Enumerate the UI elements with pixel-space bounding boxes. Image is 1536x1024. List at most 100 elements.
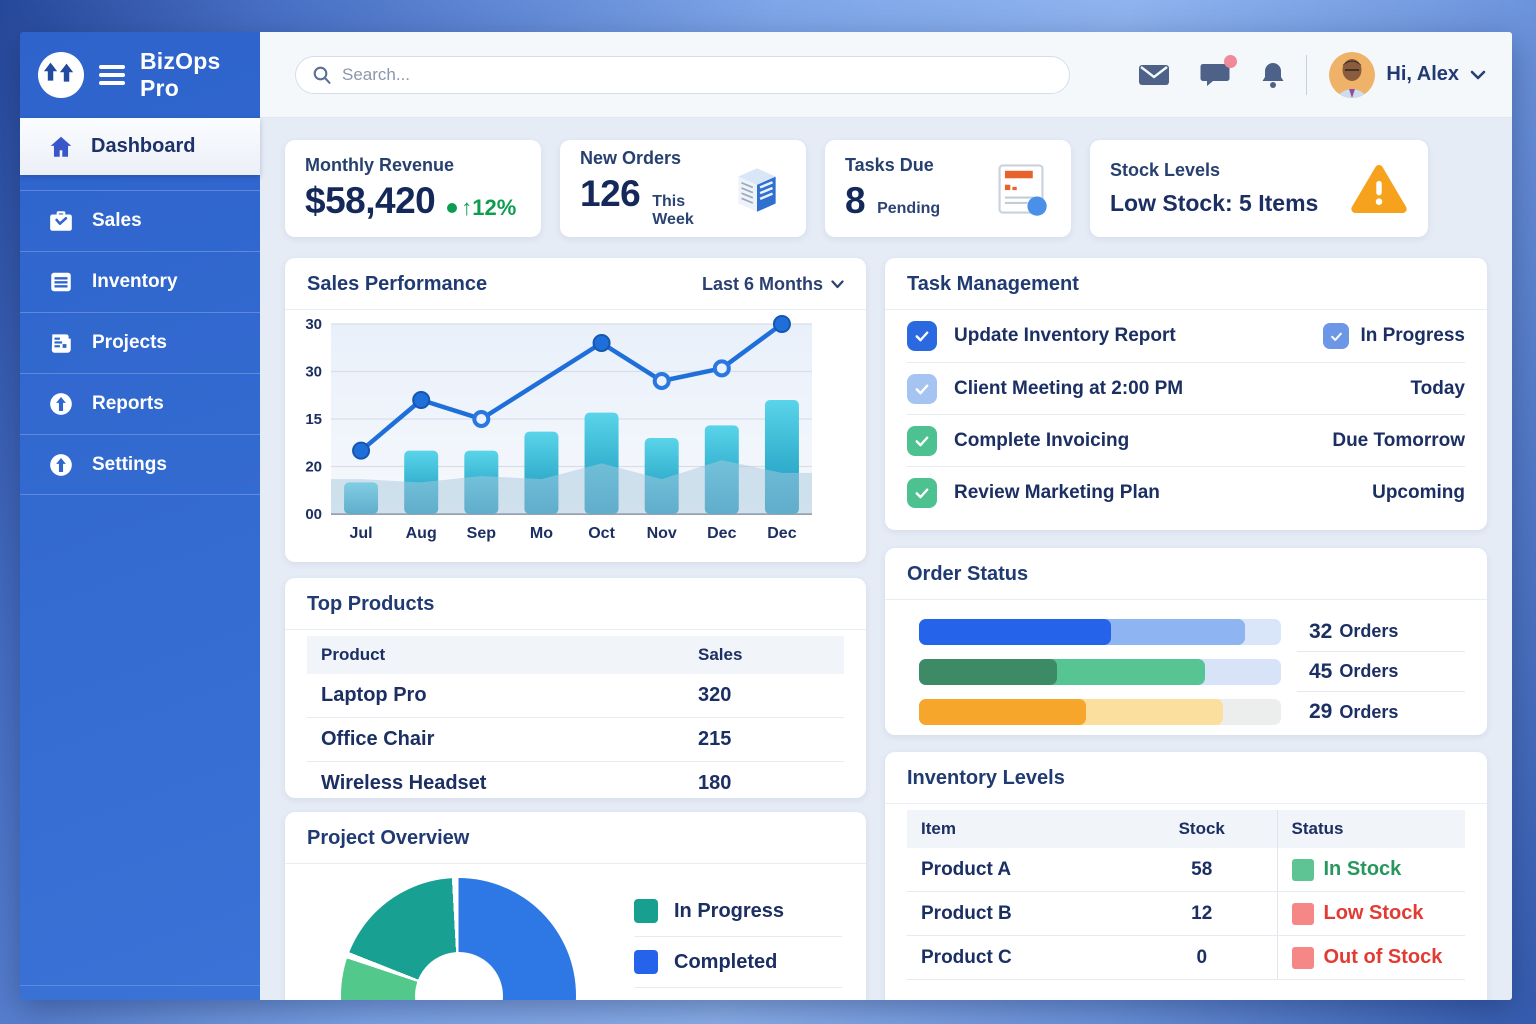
task-status-text: Due Tomorrow (1332, 429, 1465, 451)
inventory-item: Product A (907, 848, 1127, 892)
svg-text:Sep: Sep (467, 525, 497, 542)
bell-icon[interactable] (1260, 61, 1286, 89)
table-row: Product C 0 Out of Stock (907, 935, 1465, 980)
sidebar-header: BizOps Pro (20, 32, 260, 118)
legend-swatch-in-progress (634, 899, 658, 923)
table-row: Office Chair 215 (307, 717, 844, 762)
svg-text:Dec: Dec (707, 525, 736, 542)
inventory-item: Product B (907, 891, 1127, 936)
sidebar-item-inventory[interactable]: Inventory (20, 251, 260, 312)
legend-swatch-completed (634, 950, 658, 974)
kpi-delta: ↑12% (447, 195, 516, 221)
mail-icon[interactable] (1138, 63, 1170, 87)
sidebar-item-reports[interactable]: Reports (20, 373, 260, 434)
order-progress-bar (919, 699, 1281, 725)
briefcase-icon (50, 211, 72, 231)
sidebar-item-settings[interactable]: Settings (20, 434, 260, 495)
search-input[interactable] (342, 64, 1053, 85)
task-row: Review Marketing Plan Upcoming (907, 466, 1465, 518)
chevron-down-icon (1470, 70, 1486, 79)
task-checkbox[interactable] (907, 425, 937, 456)
top-products-table: Product Sales Laptop Pro 320 (307, 636, 844, 805)
app-window: BizOps Pro Dashboard Sales (20, 32, 1512, 1000)
clipboard-icon (51, 334, 71, 353)
sidebar-nav: Sales Inventory (20, 190, 260, 495)
column-header: Item (907, 810, 1127, 848)
check-icon (1331, 332, 1342, 341)
order-count: 29 (1309, 700, 1333, 723)
sidebar-item-label: Reports (92, 393, 164, 414)
order-bar-segment (919, 699, 1086, 725)
task-checkbox[interactable] (907, 321, 937, 351)
order-count: 45 (1309, 659, 1333, 683)
range-dropdown[interactable]: Last 6 Months (702, 274, 844, 295)
panel-title: Sales Performance (307, 273, 488, 295)
order-count-label: 32 Orders (1297, 612, 1465, 652)
svg-text:30: 30 (305, 364, 322, 381)
sidebar-item-sales[interactable]: Sales (20, 190, 260, 251)
kpi-stock-levels: Stock Levels Low Stock: 5 Items (1090, 140, 1428, 237)
sidebar-item-label: Dashboard (91, 135, 196, 157)
column-header: Status (1276, 810, 1465, 848)
main-area: Hi, Alex Monthly Revenue $58,420 (260, 32, 1512, 1000)
sidebar-item-projects[interactable]: Projects (20, 312, 260, 373)
orders-box-icon (738, 167, 776, 212)
panel-title: Project Overview (307, 827, 470, 849)
order-unit: Orders (1339, 661, 1399, 681)
task-row: Client Meeting at 2:00 PM Today (907, 362, 1465, 414)
svg-text:30: 30 (305, 316, 322, 333)
kpi-label: New Orders (580, 148, 682, 168)
topbar-icons (1138, 54, 1286, 89)
order-progress-bar (919, 659, 1281, 685)
kpi-value: 8 (845, 180, 866, 221)
legend-item: In Progress (634, 886, 842, 937)
check-icon (915, 435, 929, 446)
table-header-row: Product Sales (307, 636, 844, 674)
task-status-text: Today (1410, 377, 1465, 399)
kpi-row: Monthly Revenue $58,420 ↑12% (285, 140, 1487, 237)
arrow-up-circle-icon (50, 393, 72, 415)
delta-text: ↑12% (461, 195, 517, 220)
table-row: Product B 12 Low Stock (907, 891, 1465, 936)
svg-text:Nov: Nov (647, 525, 677, 542)
svg-text:15: 15 (305, 411, 322, 428)
kpi-label: Stock Levels (1110, 160, 1221, 180)
top-products-panel: Top Products Product Sales (285, 578, 866, 798)
check-icon (915, 383, 929, 394)
inventory-status-cell: Out of Stock (1276, 935, 1465, 980)
inventory-stock: 12 (1127, 891, 1277, 936)
task-row: Update Inventory Report In Progress (907, 310, 1465, 362)
inventory-item: Product C (907, 935, 1127, 980)
status-checkbox[interactable] (1323, 323, 1350, 349)
sidebar: BizOps Pro Dashboard Sales (20, 32, 260, 1000)
svg-text:20: 20 (305, 459, 322, 476)
panel-title: Order Status (907, 563, 1029, 585)
home-icon (50, 136, 72, 157)
dashboard-content: Monthly Revenue $58,420 ↑12% (260, 118, 1512, 1000)
product-sales: 180 (698, 772, 732, 794)
status-swatch (1291, 858, 1314, 881)
greeting-text: Hi, Alex (1386, 63, 1459, 85)
column-header: Stock (1127, 810, 1277, 848)
project-donut-chart (341, 878, 576, 1000)
chat-icon[interactable] (1200, 54, 1238, 89)
inventory-status-cell: Low Stock (1276, 891, 1465, 936)
task-checkbox[interactable] (907, 373, 937, 404)
inventory-stock: 0 (1127, 935, 1277, 980)
task-checkbox[interactable] (907, 477, 937, 508)
task-label: Client Meeting at 2:00 PM (954, 377, 1184, 399)
sidebar-item-dashboard[interactable]: Dashboard (20, 118, 260, 175)
kpi-monthly-revenue: Monthly Revenue $58,420 ↑12% (285, 140, 541, 237)
task-row: Complete Invoicing Due Tomorrow (907, 414, 1465, 466)
order-bars: 32 Orders 45 Orders (885, 600, 1487, 732)
column-header: Sales (684, 636, 844, 674)
task-status: In Progress (1323, 323, 1465, 349)
menu-icon[interactable] (99, 61, 125, 89)
dashboard-columns: Sales Performance Last 6 Months 30 30 15 20… (285, 258, 1487, 1000)
panel-title: Inventory Levels (907, 767, 1065, 789)
panel-title: Task Management (907, 273, 1079, 295)
user-menu[interactable]: Hi, Alex (1329, 51, 1486, 98)
order-unit: Orders (1339, 701, 1399, 722)
product-name: Laptop Pro (307, 674, 684, 718)
task-management-panel: Task Management Update Inventory Report (885, 258, 1487, 530)
